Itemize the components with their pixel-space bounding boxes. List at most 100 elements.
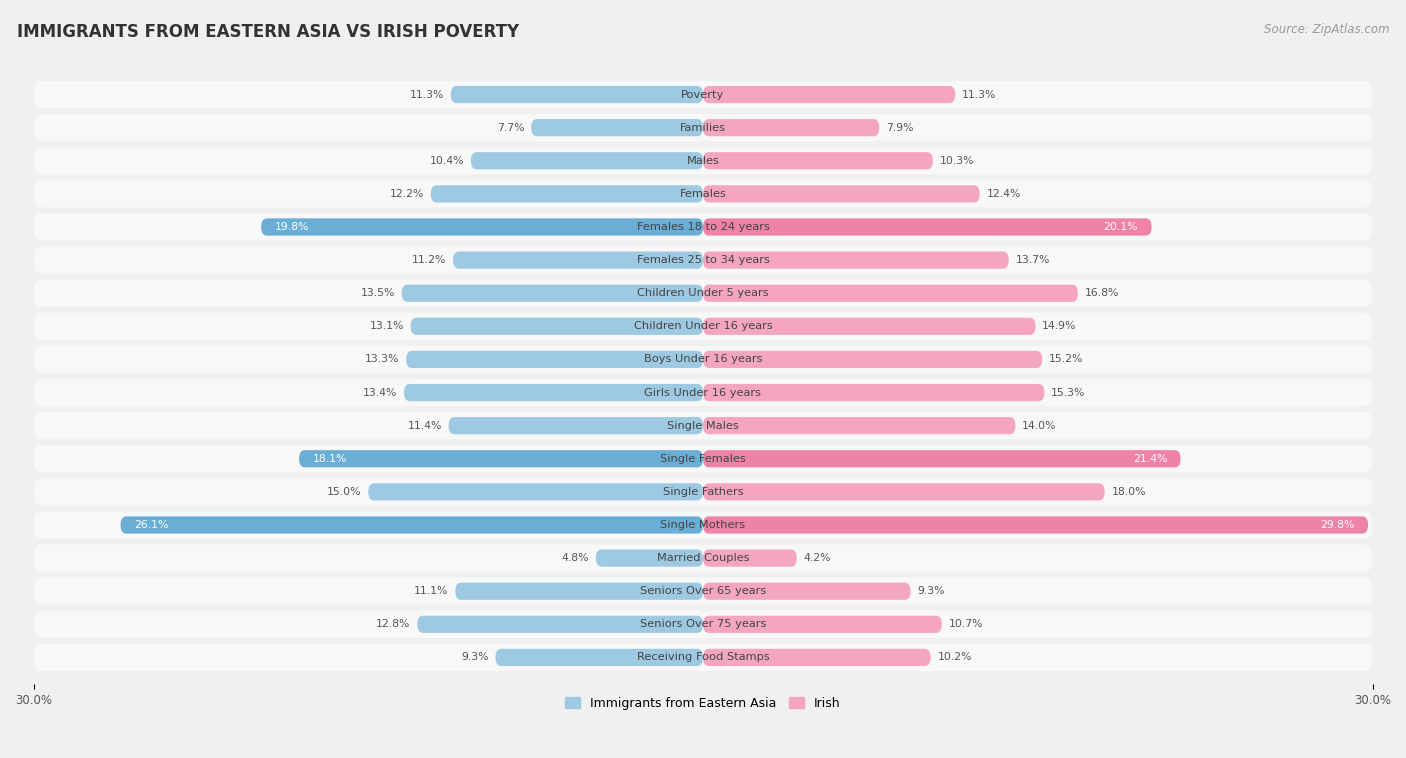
- Text: Single Fathers: Single Fathers: [662, 487, 744, 497]
- FancyBboxPatch shape: [456, 583, 703, 600]
- FancyBboxPatch shape: [34, 611, 1372, 638]
- Text: 10.4%: 10.4%: [430, 155, 464, 166]
- Text: 10.2%: 10.2%: [938, 653, 972, 662]
- Text: 7.7%: 7.7%: [496, 123, 524, 133]
- FancyBboxPatch shape: [34, 313, 1372, 340]
- Text: 13.4%: 13.4%: [363, 387, 398, 397]
- Text: Males: Males: [686, 155, 720, 166]
- Text: Families: Families: [681, 123, 725, 133]
- FancyBboxPatch shape: [703, 284, 1078, 302]
- FancyBboxPatch shape: [299, 450, 703, 468]
- FancyBboxPatch shape: [703, 86, 955, 103]
- Text: 26.1%: 26.1%: [134, 520, 169, 530]
- FancyBboxPatch shape: [531, 119, 703, 136]
- Text: 10.7%: 10.7%: [949, 619, 983, 629]
- Text: 4.8%: 4.8%: [561, 553, 589, 563]
- FancyBboxPatch shape: [596, 550, 703, 567]
- Text: 18.0%: 18.0%: [1111, 487, 1146, 497]
- FancyBboxPatch shape: [34, 280, 1372, 307]
- FancyBboxPatch shape: [34, 246, 1372, 274]
- FancyBboxPatch shape: [34, 478, 1372, 506]
- FancyBboxPatch shape: [34, 346, 1372, 373]
- Text: Seniors Over 75 years: Seniors Over 75 years: [640, 619, 766, 629]
- FancyBboxPatch shape: [703, 384, 1045, 401]
- FancyBboxPatch shape: [121, 516, 703, 534]
- FancyBboxPatch shape: [34, 544, 1372, 572]
- FancyBboxPatch shape: [34, 180, 1372, 208]
- Text: IMMIGRANTS FROM EASTERN ASIA VS IRISH POVERTY: IMMIGRANTS FROM EASTERN ASIA VS IRISH PO…: [17, 23, 519, 41]
- Text: 4.2%: 4.2%: [803, 553, 831, 563]
- Text: 19.8%: 19.8%: [274, 222, 309, 232]
- FancyBboxPatch shape: [703, 218, 1152, 236]
- FancyBboxPatch shape: [34, 379, 1372, 406]
- FancyBboxPatch shape: [703, 484, 1105, 500]
- FancyBboxPatch shape: [368, 484, 703, 500]
- Text: Single Females: Single Females: [661, 454, 745, 464]
- Text: 15.3%: 15.3%: [1052, 387, 1085, 397]
- FancyBboxPatch shape: [402, 284, 703, 302]
- FancyBboxPatch shape: [703, 583, 911, 600]
- FancyBboxPatch shape: [703, 152, 932, 169]
- Text: 13.5%: 13.5%: [361, 288, 395, 298]
- FancyBboxPatch shape: [703, 119, 879, 136]
- Text: Married Couples: Married Couples: [657, 553, 749, 563]
- Text: 10.3%: 10.3%: [939, 155, 974, 166]
- Text: Single Males: Single Males: [666, 421, 740, 431]
- Text: 9.3%: 9.3%: [461, 653, 489, 662]
- Text: 15.0%: 15.0%: [328, 487, 361, 497]
- Text: Females 18 to 24 years: Females 18 to 24 years: [637, 222, 769, 232]
- Text: 11.3%: 11.3%: [962, 89, 997, 99]
- FancyBboxPatch shape: [262, 218, 703, 236]
- Text: 12.2%: 12.2%: [389, 189, 425, 199]
- Text: 13.3%: 13.3%: [366, 355, 399, 365]
- Text: 12.4%: 12.4%: [987, 189, 1021, 199]
- FancyBboxPatch shape: [34, 644, 1372, 671]
- FancyBboxPatch shape: [411, 318, 703, 335]
- FancyBboxPatch shape: [703, 450, 1181, 468]
- FancyBboxPatch shape: [418, 615, 703, 633]
- Text: Females: Females: [679, 189, 727, 199]
- Text: 15.2%: 15.2%: [1049, 355, 1083, 365]
- Text: Seniors Over 65 years: Seniors Over 65 years: [640, 586, 766, 597]
- FancyBboxPatch shape: [703, 318, 1035, 335]
- FancyBboxPatch shape: [430, 185, 703, 202]
- Text: Females 25 to 34 years: Females 25 to 34 years: [637, 255, 769, 265]
- FancyBboxPatch shape: [34, 81, 1372, 108]
- FancyBboxPatch shape: [451, 86, 703, 103]
- Text: Receiving Food Stamps: Receiving Food Stamps: [637, 653, 769, 662]
- FancyBboxPatch shape: [703, 185, 980, 202]
- Text: Poverty: Poverty: [682, 89, 724, 99]
- Text: 20.1%: 20.1%: [1104, 222, 1139, 232]
- Text: 7.9%: 7.9%: [886, 123, 914, 133]
- Text: 13.7%: 13.7%: [1015, 255, 1050, 265]
- FancyBboxPatch shape: [34, 214, 1372, 240]
- Text: Children Under 16 years: Children Under 16 years: [634, 321, 772, 331]
- Legend: Immigrants from Eastern Asia, Irish: Immigrants from Eastern Asia, Irish: [560, 691, 846, 715]
- Text: 18.1%: 18.1%: [312, 454, 347, 464]
- Text: 14.0%: 14.0%: [1022, 421, 1057, 431]
- FancyBboxPatch shape: [495, 649, 703, 666]
- Text: 9.3%: 9.3%: [917, 586, 945, 597]
- FancyBboxPatch shape: [703, 351, 1042, 368]
- FancyBboxPatch shape: [703, 550, 797, 567]
- Text: 12.8%: 12.8%: [377, 619, 411, 629]
- Text: 29.8%: 29.8%: [1320, 520, 1354, 530]
- Text: 16.8%: 16.8%: [1084, 288, 1119, 298]
- FancyBboxPatch shape: [449, 417, 703, 434]
- FancyBboxPatch shape: [471, 152, 703, 169]
- Text: Boys Under 16 years: Boys Under 16 years: [644, 355, 762, 365]
- Text: 13.1%: 13.1%: [370, 321, 404, 331]
- Text: 11.2%: 11.2%: [412, 255, 446, 265]
- Text: 11.3%: 11.3%: [409, 89, 444, 99]
- Text: Children Under 5 years: Children Under 5 years: [637, 288, 769, 298]
- Text: 14.9%: 14.9%: [1042, 321, 1077, 331]
- FancyBboxPatch shape: [406, 351, 703, 368]
- Text: Girls Under 16 years: Girls Under 16 years: [644, 387, 762, 397]
- FancyBboxPatch shape: [34, 578, 1372, 605]
- FancyBboxPatch shape: [703, 252, 1008, 268]
- FancyBboxPatch shape: [34, 147, 1372, 174]
- Text: 21.4%: 21.4%: [1133, 454, 1167, 464]
- Text: Source: ZipAtlas.com: Source: ZipAtlas.com: [1264, 23, 1389, 36]
- FancyBboxPatch shape: [703, 516, 1368, 534]
- FancyBboxPatch shape: [34, 512, 1372, 538]
